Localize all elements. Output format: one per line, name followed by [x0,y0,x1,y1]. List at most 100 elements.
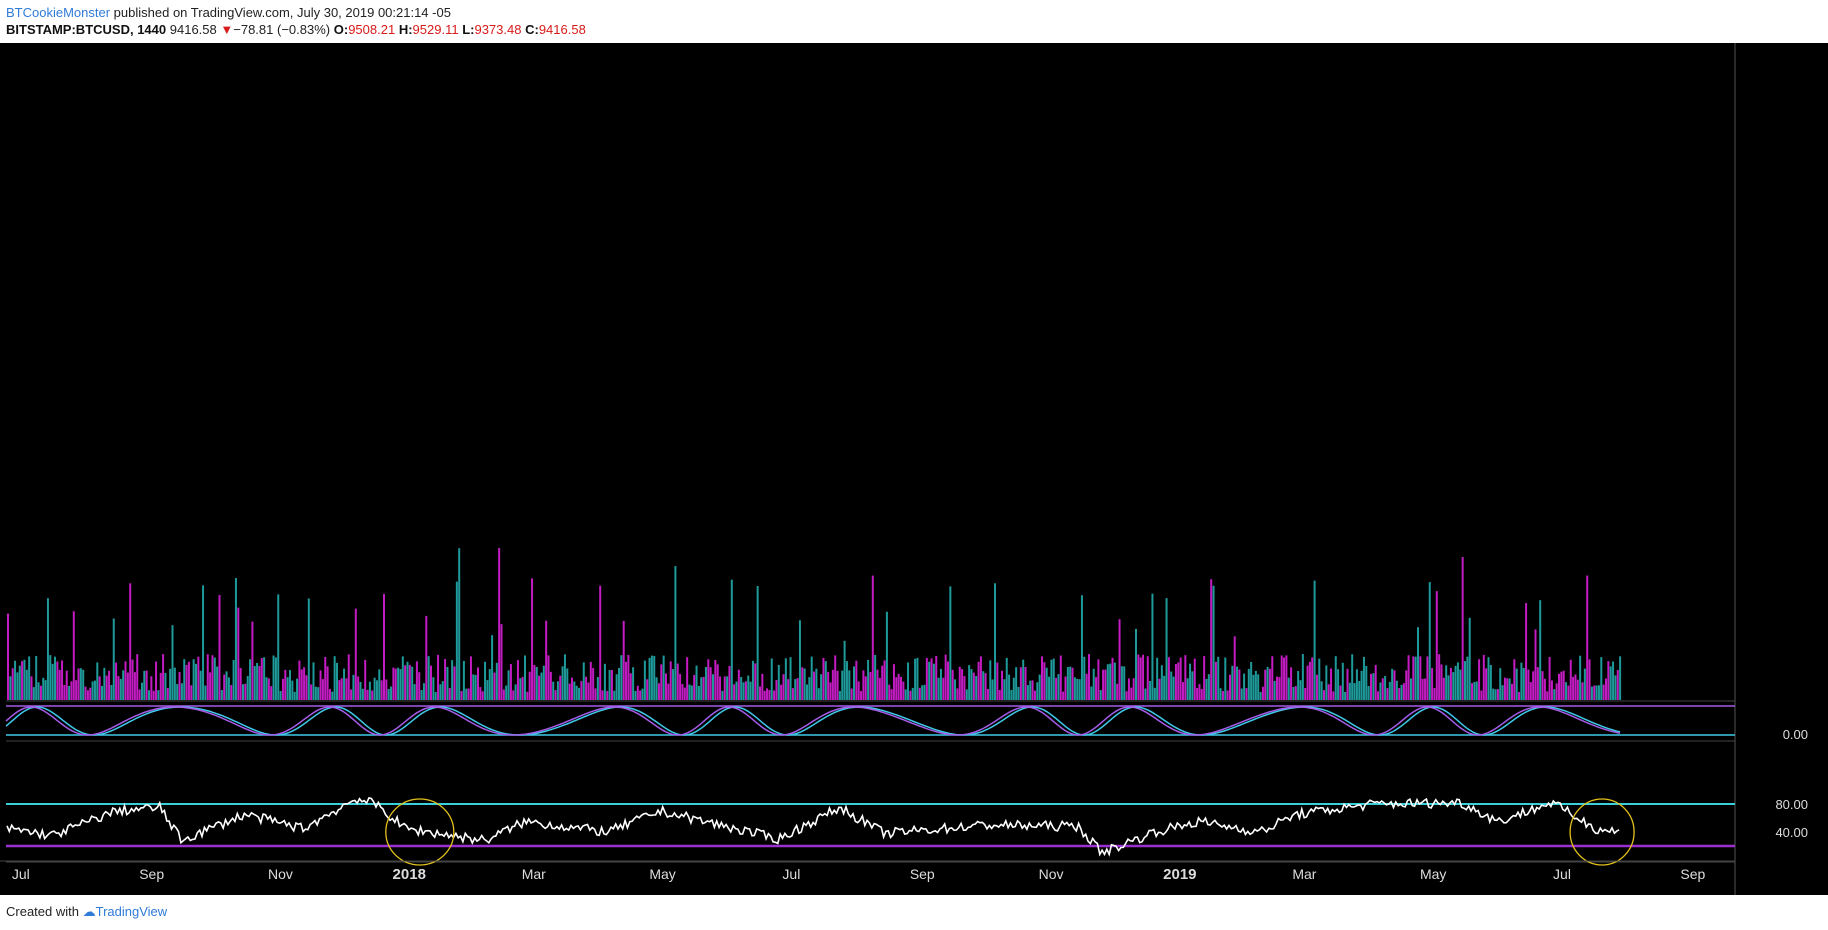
volume-bar [375,680,378,700]
volume-bar [627,654,630,700]
volume-bar [1449,667,1452,700]
volume-bar [491,635,494,700]
volume-bar [108,670,111,700]
close-value: 9416.58 [538,22,586,37]
volume-bar [441,681,444,700]
volume-bar [265,677,268,700]
time-tick-label: 2019 [1163,866,1196,883]
author-link[interactable]: BTCookieMonster [6,5,111,20]
volume-bar [1308,661,1311,700]
volume-bar [928,661,931,700]
volume-bar [434,691,437,700]
volume-bar [18,665,21,700]
volume-bar [1562,670,1565,700]
volume-bar [514,684,517,700]
volume-bar [79,668,82,700]
volume-bar [213,657,216,700]
volume-bar [1088,654,1090,700]
volume-bar [446,666,449,700]
volume-bar [187,661,190,700]
volume-bar [1360,670,1363,700]
volume-bar [1160,665,1163,700]
volume-bar [843,640,846,700]
time-tick-label: Jul [782,866,800,882]
volume-bar [1120,666,1123,700]
volume-bar [857,681,860,700]
volume-bar [23,659,26,700]
volume-bar [500,624,503,700]
volume-bar [674,566,677,700]
volume-bar [448,687,451,700]
volume-bar [1182,682,1184,700]
volume-bar [401,656,404,700]
price-chart[interactable]: 30000.0024000.0018000.0014000.0011000.00… [0,43,1828,895]
volume-bar [249,659,252,700]
volume-bar [615,674,618,700]
volume-bar [65,670,68,700]
volume-bar [1069,666,1072,700]
volume-bar [542,665,545,700]
volume-bar [383,593,385,700]
chart-area[interactable]: 30000.0024000.0018000.0014000.0011000.00… [0,43,1828,895]
volume-bar [925,658,928,700]
volume-bar [1558,673,1560,700]
volume-bar [963,676,966,700]
volume-bar [1503,677,1506,700]
volume-bar [636,685,639,700]
volume-bar [1325,665,1328,700]
volume-bar [260,658,263,700]
volume-bar [1029,680,1032,700]
volume-bar [1511,683,1513,700]
volume-bar [763,690,766,700]
volume-bar [7,613,9,700]
volume-bar [982,671,985,700]
volume-bar [1109,663,1112,700]
volume-bar [568,683,571,700]
volume-bar [714,660,717,700]
volume-bar [502,689,505,700]
volume-bar [1435,591,1438,700]
volume-bar [1015,667,1018,700]
volume-bar [1292,686,1295,700]
volume-bar [1212,585,1215,700]
volume-bar [1506,678,1509,700]
volume-bar [1186,678,1189,700]
volume-bar [1099,690,1102,700]
volume-bar [911,687,914,700]
volume-bar [1214,661,1217,700]
volume-bar [575,685,578,700]
volume-bar [585,676,588,700]
volume-bar [1092,668,1095,700]
volume-bar [206,654,209,700]
volume-bar [155,661,158,700]
volume-bar [1179,657,1182,700]
volume-bar [307,598,310,700]
volume-bar [876,669,879,700]
volume-bar [239,668,242,700]
volume-histogram [7,547,1622,700]
volume-bar [629,673,632,700]
volume-bar [556,681,559,700]
volume-bar [509,664,512,700]
volume-bar [354,608,357,700]
volume-bar [989,660,992,700]
volume-bar [169,668,172,700]
volume-bar [1297,671,1300,700]
volume-bar [1233,636,1236,700]
volume-bar [1532,671,1535,700]
volume-bar [1026,685,1029,700]
tradingview-link[interactable]: TradingView [95,904,168,919]
volume-bar [1031,680,1034,700]
volume-bar [359,681,362,700]
volume-bar [72,611,75,700]
volume-bar [1226,690,1229,700]
volume-bar [1076,678,1079,700]
volume-bar [610,670,613,700]
volume-bar [1539,600,1542,700]
volume-bar [1395,680,1398,700]
volume-bar [1419,656,1422,700]
volume-bar [1170,671,1173,700]
volume-bar [1543,678,1546,700]
volume-bar [390,686,393,700]
volume-bar [796,678,799,700]
